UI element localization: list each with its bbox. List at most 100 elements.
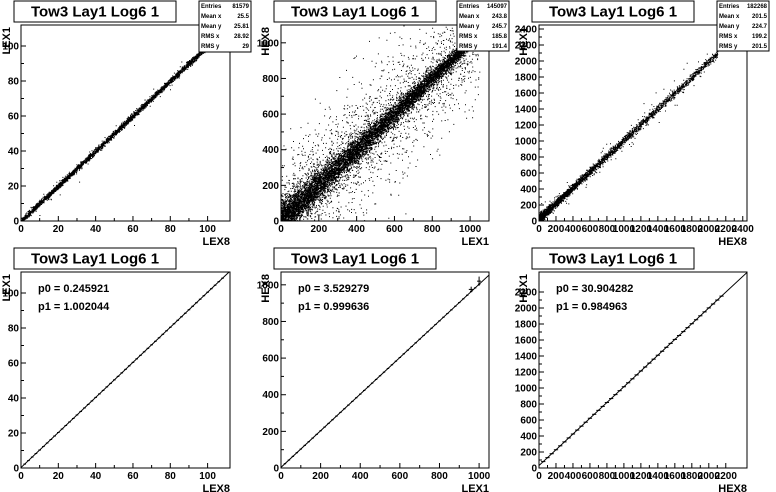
profile-point: [374, 378, 378, 381]
stat-label: RMS x: [719, 34, 738, 40]
y-tick-label: 2200: [515, 41, 538, 52]
x-tick-label: 0: [18, 224, 24, 235]
scatter-points: [21, 35, 216, 221]
profile-point: [672, 338, 677, 341]
profile-point: [438, 320, 441, 322]
data-marks: [281, 274, 489, 468]
x-tick-label: 1200: [630, 224, 653, 235]
y-tick-label: 1200: [515, 368, 538, 379]
x-tick-label: 1000: [459, 224, 482, 235]
profile-point: [206, 291, 209, 293]
stats-frame: [456, 0, 510, 52]
profile-point: [634, 374, 639, 376]
profile-point: [549, 453, 554, 455]
profile-point: [98, 393, 101, 395]
x-tick-label: 1800: [681, 224, 704, 235]
profile-point: [398, 356, 402, 359]
x-tick-label: 200: [312, 471, 329, 482]
y-tick-label: 0: [531, 464, 537, 475]
profile-point: [30, 456, 34, 458]
y-axis-title: LEX1: [1, 27, 13, 55]
stat-value: 191.4: [492, 44, 508, 50]
profile-point: [323, 426, 326, 428]
panel-title: Tow3 Lay1 Log6 1: [291, 251, 419, 268]
data-marks: [21, 35, 216, 221]
profile-point: [466, 294, 469, 296]
y-tick-label: 0: [531, 217, 537, 228]
x-tick-label: 0: [18, 471, 24, 482]
panel-title-box: Tow3 Lay1 Log6 1: [13, 0, 177, 23]
profile-point: [213, 284, 217, 286]
profile-point: [79, 410, 83, 412]
profile-point: [335, 415, 338, 417]
y-tick-label: 1400: [515, 105, 538, 116]
profile-point: [359, 393, 362, 395]
y-tick-label: 1800: [515, 73, 538, 84]
profile-point: [600, 405, 605, 408]
profile-point: [442, 316, 445, 318]
x-tick-label: 800: [431, 471, 448, 482]
profile-point: [60, 428, 64, 430]
x-tick-label: 600: [392, 471, 409, 482]
profile-point: [386, 367, 390, 370]
y-tick-label: 80: [8, 77, 20, 88]
profile-point: [710, 303, 716, 305]
x-tick-label: 2000: [698, 224, 721, 235]
chart-panel-6: 0 200 400 600 800100012001400160018002000220…: [515, 247, 748, 492]
x-tick-label: 20: [53, 224, 65, 235]
profile-point: [331, 419, 334, 421]
profile-point: [426, 331, 429, 333]
fit-parameter: p0 = 0.245921: [38, 283, 109, 295]
profile-point: [430, 327, 433, 329]
profile-point: [142, 351, 146, 353]
y-tick-label: 200: [520, 448, 537, 459]
profile-point: [351, 400, 354, 402]
profile-point: [587, 417, 593, 419]
profile-point: [112, 379, 116, 381]
profile-point: [101, 389, 105, 391]
stat-label: Mean y: [459, 24, 480, 30]
stat-value: 245.7: [492, 24, 508, 30]
stat-label: RMS x: [459, 34, 478, 40]
x-tick-label: 800: [599, 224, 616, 235]
profile-point: [414, 342, 417, 344]
profile-point: [630, 378, 635, 380]
x-tick-label: 2400: [732, 224, 755, 235]
profile-point: [311, 437, 314, 439]
fit-parameter: p0 = 3.529279: [298, 283, 369, 295]
profile-point: [124, 368, 127, 370]
profile-point: [27, 460, 30, 462]
profile-point: [570, 433, 576, 435]
y-tick-label: 1000: [257, 280, 280, 291]
stat-value: 182268: [747, 4, 768, 10]
x-tick-label: 0: [536, 224, 542, 235]
profile-point: [221, 277, 224, 279]
x-tick-label: 200: [310, 224, 327, 235]
profile-point: [71, 417, 75, 419]
profile-point: [283, 463, 287, 465]
stat-value: 199.2: [752, 34, 768, 40]
y-tick-label: 200: [262, 427, 279, 438]
profile-point: [402, 353, 406, 355]
profile-point: [450, 309, 453, 311]
data-marks: [281, 25, 481, 221]
x-tick-label: 100: [199, 471, 216, 482]
x-tick-label: 1200: [630, 471, 653, 482]
profile-point: [210, 288, 213, 290]
y-tick-label: 2200: [515, 288, 538, 299]
profile-point: [363, 389, 366, 391]
x-tick-label: 600: [582, 224, 599, 235]
y-axis-title: HEX8: [260, 27, 272, 56]
y-tick-label: 0: [273, 217, 279, 228]
scatter-points: [539, 50, 719, 221]
x-axis-title: LEX8: [202, 236, 230, 248]
profile-point: [659, 350, 665, 352]
x-tick-label: 20: [53, 471, 65, 482]
y-axis-title: HEX1: [518, 274, 530, 303]
stat-label: Entries: [719, 4, 740, 10]
title-frame: [273, 0, 437, 23]
profile-point: [655, 354, 660, 356]
stat-label: RMS y: [201, 44, 220, 50]
profile-point: [53, 435, 56, 437]
